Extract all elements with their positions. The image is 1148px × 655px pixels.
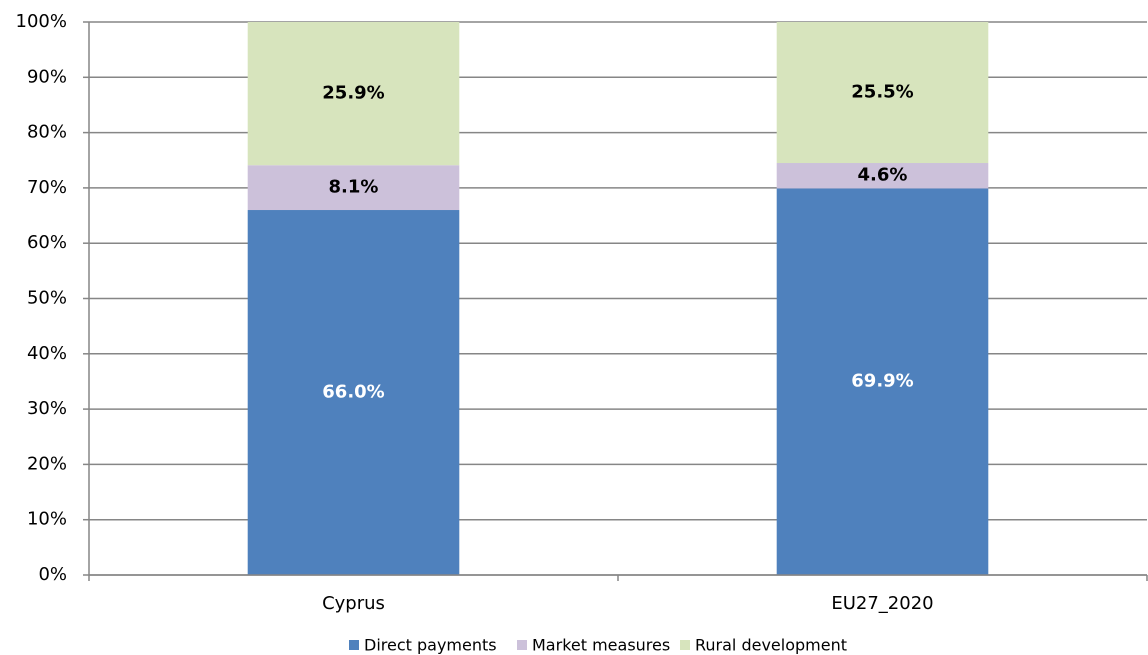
legend-swatch: [680, 640, 690, 650]
bar-segment: [776, 22, 989, 164]
data-label: 8.1%: [329, 177, 379, 198]
y-tick-label: 40%: [27, 343, 67, 364]
legend-label: Rural development: [695, 636, 847, 655]
y-tick-label: 60%: [27, 232, 67, 253]
data-label: 25.9%: [322, 83, 384, 104]
x-tick-label: EU27_2020: [831, 593, 933, 614]
y-tick-label: 10%: [27, 509, 67, 530]
y-tick-label: 100%: [16, 11, 67, 32]
legend-swatch: [517, 640, 527, 650]
data-label: 4.6%: [858, 165, 908, 186]
y-tick-label: 80%: [27, 122, 67, 143]
bar-segment: [247, 22, 460, 166]
legend-label: Market measures: [532, 636, 670, 655]
bar-segment: [247, 165, 460, 211]
bar-segment: [247, 210, 460, 575]
y-tick-label: 70%: [27, 177, 67, 198]
data-label: 69.9%: [851, 371, 913, 392]
legend-label: Direct payments: [364, 636, 497, 655]
y-tick-label: 90%: [27, 66, 67, 87]
x-tick-label: Cyprus: [322, 593, 385, 614]
y-tick-label: 50%: [27, 288, 67, 309]
bar-segment: [776, 163, 989, 189]
bar-segment: [776, 188, 989, 575]
y-tick-label: 0%: [38, 564, 67, 585]
y-tick-label: 20%: [27, 453, 67, 474]
legend-swatch: [349, 640, 359, 650]
data-label: 66.0%: [322, 382, 384, 403]
data-label: 25.5%: [851, 82, 913, 103]
y-tick-label: 30%: [27, 398, 67, 419]
